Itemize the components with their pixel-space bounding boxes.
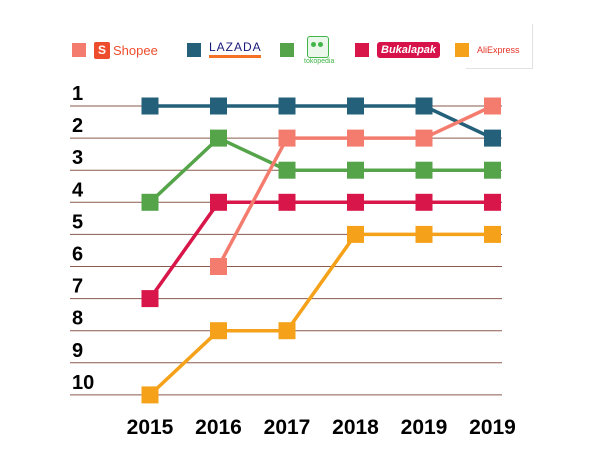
marker-tokopedia-3: [347, 161, 364, 179]
series-line-aliexpress: [148, 232, 493, 397]
series-line-bukalapak: [148, 200, 493, 300]
legend-item-shopee: S Shopee: [72, 38, 158, 62]
marker-shopee-5: [484, 97, 501, 115]
marker-shopee-3: [347, 129, 364, 147]
marker-shopee-4: [415, 129, 433, 147]
marker-aliexpress-5: [484, 225, 501, 243]
y-tick-label-5: 5: [72, 211, 83, 233]
y-tick-label-9: 9: [72, 340, 83, 362]
x-tick-label-0: 2015: [127, 416, 174, 439]
gridlines: [70, 105, 502, 396]
marker-bukalapak-0: [141, 290, 159, 308]
legend-swatch-bukalapak: [355, 43, 369, 57]
tokopedia-label: tokopedia: [304, 57, 335, 65]
x-tick-label-3: 2018: [332, 416, 379, 439]
series-line-lazada: [150, 104, 494, 140]
legend-item-lazada: LAZADA: [187, 38, 262, 62]
aliexpress-label: AliExpress: [477, 45, 520, 55]
x-tick-label-5: 2019: [469, 416, 516, 439]
legend-item-bukalapak: Bukalapak: [355, 38, 441, 62]
marker-tokopedia-2: [278, 161, 296, 179]
marker-aliexpress-1: [210, 322, 227, 340]
lazada-label: LAZADA: [209, 40, 262, 54]
x-axis-tick-labels: 2015 2016 2017 2018 2019 2019: [127, 416, 516, 439]
legend-swatch-tokopedia: [280, 43, 294, 57]
shopee-label: Shopee: [113, 42, 158, 58]
aliexpress-logo: AliExpress: [477, 45, 520, 55]
marker-aliexpress-2: [278, 322, 296, 340]
marker-tokopedia-1: [210, 129, 227, 147]
marker-lazada-5: [484, 129, 501, 147]
y-tick-label-7: 7: [72, 276, 83, 298]
marker-shopee-1: [210, 258, 227, 275]
marker-tokopedia-5: [484, 161, 501, 179]
legend-swatch-lazada: [187, 43, 201, 57]
marker-bukalapak-4: [415, 193, 433, 211]
series-line-tokopedia: [148, 136, 493, 204]
lazada-underline: [209, 55, 262, 58]
y-axis-tick-labels: 1 2 3 4 5 6 7 8 9 10: [72, 83, 94, 394]
marker-shopee-2: [278, 129, 296, 147]
legend-swatch-aliexpress: [455, 43, 469, 57]
bukalapak-label: Bukalapak: [377, 42, 441, 58]
marker-lazada-2: [278, 97, 296, 115]
y-tick-label-3: 3: [72, 147, 83, 169]
shopee-bag-icon: S: [94, 41, 110, 59]
marker-bukalapak-3: [347, 193, 364, 211]
y-tick-label-6: 6: [72, 244, 83, 266]
legend-item-tokopedia: tokopedia: [280, 35, 335, 65]
tokopedia-logo: tokopedia: [302, 35, 335, 65]
legend-frame: [466, 24, 533, 69]
series-lines: [148, 104, 494, 397]
marker-lazada-3: [347, 97, 364, 115]
marker-tokopedia-0: [141, 193, 159, 211]
x-tick-label-4: 2019: [401, 416, 448, 439]
marker-bukalapak-1: [210, 193, 227, 211]
shopee-logo: S Shopee: [94, 41, 158, 59]
y-tick-label-8: 8: [72, 308, 83, 330]
tokopedia-owl-icon: [307, 35, 330, 58]
legend-item-aliexpress: AliExpress: [455, 38, 520, 62]
x-tick-label-1: 2016: [195, 416, 242, 439]
marker-aliexpress-0: [141, 386, 159, 404]
marker-tokopedia-4: [415, 161, 433, 179]
x-tick-label-2: 2017: [264, 416, 311, 439]
marker-bukalapak-2: [278, 193, 296, 211]
marker-lazada-0: [141, 97, 159, 115]
y-tick-label-1: 1: [72, 83, 83, 105]
marker-aliexpress-3: [347, 225, 364, 243]
bukalapak-logo: Bukalapak: [377, 42, 441, 58]
marker-bukalapak-5: [484, 193, 501, 211]
legend: S Shopee LAZADA tokopedia Bukalapak AliE…: [0, 30, 540, 70]
lazada-logo: LAZADA: [209, 40, 262, 58]
legend-swatch-shopee: [72, 43, 86, 57]
y-tick-label-10: 10: [72, 372, 94, 394]
marker-lazada-1: [210, 97, 227, 115]
y-tick-label-2: 2: [72, 115, 83, 137]
series-markers: [141, 97, 501, 404]
marker-lazada-4: [415, 97, 433, 115]
marker-aliexpress-4: [415, 225, 433, 243]
y-tick-label-4: 4: [72, 179, 84, 201]
